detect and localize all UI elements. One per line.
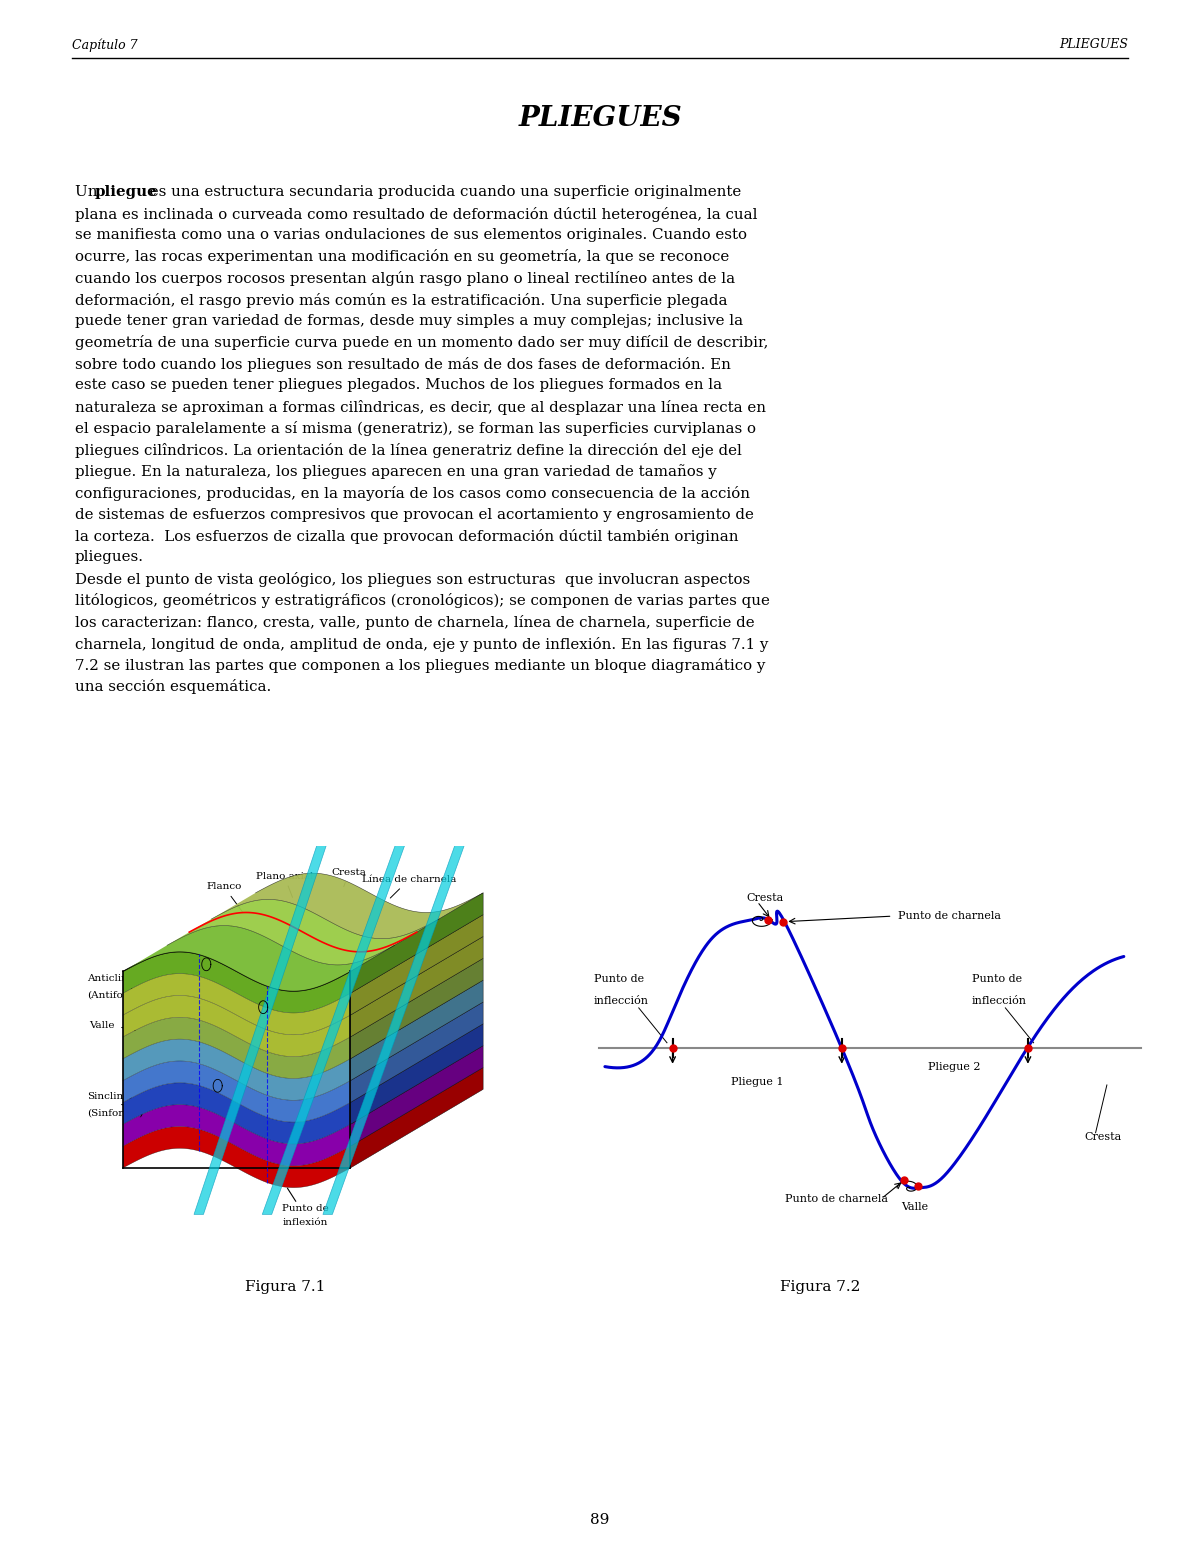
Text: pliegue. En la naturaleza, los pliegues aparecen en una gran variedad de tamaños: pliegue. En la naturaleza, los pliegues … xyxy=(74,464,716,480)
Text: Punto de: Punto de xyxy=(282,1204,329,1213)
Text: Línea de charnela: Línea de charnela xyxy=(361,876,456,898)
Text: este caso se pueden tener pliegues plegados. Muchos de los pliegues formados en : este caso se pueden tener pliegues plega… xyxy=(74,379,722,393)
Polygon shape xyxy=(350,936,484,1037)
Polygon shape xyxy=(122,926,395,991)
Polygon shape xyxy=(350,980,484,1081)
Polygon shape xyxy=(122,974,350,1034)
Polygon shape xyxy=(350,958,484,1059)
Polygon shape xyxy=(323,828,470,1214)
Text: (Sinforme): (Sinforme) xyxy=(86,1109,143,1117)
Text: puede tener gran variedad de formas, desde muy simples a muy complejas; inclusiv: puede tener gran variedad de formas, des… xyxy=(74,314,743,328)
Polygon shape xyxy=(350,1045,484,1146)
Polygon shape xyxy=(122,1082,350,1145)
Text: pliegues cilîndricos. La orientación de la línea generatriz define la dirección : pliegues cilîndricos. La orientación de … xyxy=(74,443,742,458)
Polygon shape xyxy=(122,1061,350,1123)
Text: inflexión: inflexión xyxy=(282,1218,328,1227)
Text: Flanco: Flanco xyxy=(206,882,242,912)
Polygon shape xyxy=(350,893,484,994)
Text: configuraciones, producidas, en la mayoría de los casos como consecuencia de la : configuraciones, producidas, en la mayor… xyxy=(74,486,750,502)
Text: Sinclinal: Sinclinal xyxy=(86,1092,133,1101)
Polygon shape xyxy=(122,952,350,1013)
Text: deformación, el rasgo previo más común es la estratificación. Una superficie ple: deformación, el rasgo previo más común e… xyxy=(74,292,727,307)
Text: pliegues.: pliegues. xyxy=(74,550,144,564)
Text: PLIEGUES: PLIEGUES xyxy=(1060,39,1128,51)
Text: Valle: Valle xyxy=(901,1202,929,1211)
Text: Pliegue 2: Pliegue 2 xyxy=(929,1062,980,1072)
Text: se manifiesta como una o varias ondulaciones de sus elementos originales. Cuando: se manifiesta como una o varias ondulaci… xyxy=(74,228,746,242)
Text: una sección esquemática.: una sección esquemática. xyxy=(74,680,271,694)
Polygon shape xyxy=(122,1126,350,1188)
Polygon shape xyxy=(194,798,342,1214)
Text: es una estructura secundaria producida cuando una superficie originalmente: es una estructura secundaria producida c… xyxy=(145,185,742,199)
Text: (Antiforme): (Antiforme) xyxy=(86,991,148,999)
Text: sobre todo cuando los pliegues son resultado de más de dos fases de deformación.: sobre todo cuando los pliegues son resul… xyxy=(74,357,731,373)
Polygon shape xyxy=(167,899,439,964)
Text: Cresta: Cresta xyxy=(746,893,784,902)
Polygon shape xyxy=(350,1067,484,1168)
Polygon shape xyxy=(122,1104,350,1166)
Text: los caracterizan: flanco, cresta, valle, punto de charnela, línea de charnela, s: los caracterizan: flanco, cresta, valle,… xyxy=(74,615,755,631)
Polygon shape xyxy=(211,873,484,938)
Text: PLIEGUES: PLIEGUES xyxy=(518,104,682,132)
Text: Cresta: Cresta xyxy=(331,868,366,887)
Text: plana es inclinada o curveada como resultado de deformación dúctil heterogénea, : plana es inclinada o curveada como resul… xyxy=(74,207,757,222)
Text: naturaleza se aproximan a formas cilîndricas, es decir, que al desplazar una lín: naturaleza se aproximan a formas cilîndr… xyxy=(74,401,766,415)
Text: Punto de: Punto de xyxy=(594,974,643,985)
Polygon shape xyxy=(350,915,484,1016)
Text: Desde el punto de vista geológico, los pliegues son estructuras  que involucran : Desde el punto de vista geológico, los p… xyxy=(74,572,750,587)
Text: cuando los cuerpos rocosos presentan algún rasgo plano o lineal rectilíneo antes: cuando los cuerpos rocosos presentan alg… xyxy=(74,272,736,286)
Text: Figura 7.2: Figura 7.2 xyxy=(780,1280,860,1294)
Text: Un: Un xyxy=(74,185,102,199)
Text: Punto de: Punto de xyxy=(972,974,1021,985)
Text: ocurre, las rocas experimentan una modificación en su geometría, la que se recon: ocurre, las rocas experimentan una modif… xyxy=(74,250,730,264)
Polygon shape xyxy=(350,1002,484,1103)
Text: litólogicos, geométricos y estratigráficos (cronológicos); se componen de varias: litólogicos, geométricos y estratigráfic… xyxy=(74,593,770,609)
Text: Punto de charnela: Punto de charnela xyxy=(786,1194,888,1205)
Text: pliegue: pliegue xyxy=(95,185,157,199)
Polygon shape xyxy=(122,995,350,1056)
Polygon shape xyxy=(122,1017,350,1078)
Text: la corteza.  Los esfuerzos de cizalla que provocan deformación dúctil también or: la corteza. Los esfuerzos de cizalla que… xyxy=(74,530,738,544)
Text: Capítulo 7: Capítulo 7 xyxy=(72,39,138,51)
Text: Plano axial: Plano axial xyxy=(256,871,313,898)
Text: Punto de charnela: Punto de charnela xyxy=(898,912,1001,921)
Text: charnela, longitud de onda, amplitud de onda, eje y punto de inflexión. En las f: charnela, longitud de onda, amplitud de … xyxy=(74,637,768,652)
Text: Figura 7.1: Figura 7.1 xyxy=(245,1280,325,1294)
Text: inflección: inflección xyxy=(972,995,1026,1006)
Text: de sistemas de esfuerzos compresivos que provocan el acortamiento y engrosamient: de sistemas de esfuerzos compresivos que… xyxy=(74,508,754,522)
Text: 7.2 se ilustran las partes que componen a los pliegues mediante un bloque diagra: 7.2 se ilustran las partes que componen … xyxy=(74,658,766,672)
Polygon shape xyxy=(263,831,410,1214)
Text: inflección: inflección xyxy=(594,995,649,1006)
Polygon shape xyxy=(350,1023,484,1124)
Text: Pliegue 1: Pliegue 1 xyxy=(731,1076,784,1087)
Text: geometría de una superficie curva puede en un momento dado ser muy difícil de de: geometría de una superficie curva puede … xyxy=(74,335,768,351)
Text: Valle: Valle xyxy=(89,1020,114,1030)
Text: 89: 89 xyxy=(590,1513,610,1527)
Polygon shape xyxy=(122,1039,350,1100)
Text: Anticlinal: Anticlinal xyxy=(86,974,137,983)
Text: el espacio paralelamente a sí misma (generatriz), se forman las superficies curv: el espacio paralelamente a sí misma (gen… xyxy=(74,421,756,436)
Text: Cresta: Cresta xyxy=(1085,1132,1122,1141)
